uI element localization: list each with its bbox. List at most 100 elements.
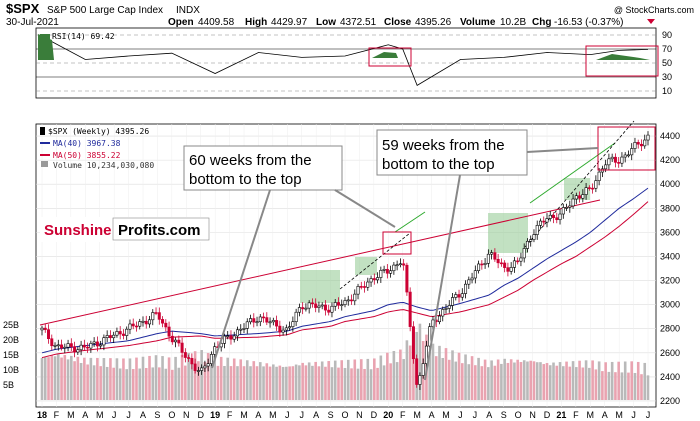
- candle-body: [470, 277, 474, 281]
- x-tick-label: J: [631, 410, 636, 420]
- volume-bar: [174, 356, 177, 400]
- volume-bar: [350, 368, 353, 400]
- volume-bar: [70, 355, 73, 400]
- candle-body: [529, 239, 533, 242]
- x-tick-label: J: [299, 410, 304, 420]
- x-tick-label: J: [473, 410, 478, 420]
- candle-body: [509, 267, 513, 272]
- x-tick-label: M: [67, 410, 75, 420]
- volume-bar: [395, 362, 399, 400]
- annotation-1-line-2: bottom to the top: [189, 171, 302, 188]
- x-tick-label: M: [442, 410, 450, 420]
- candle-body: [437, 315, 441, 323]
- volume-bar: [513, 362, 516, 400]
- candle-body: [376, 277, 380, 281]
- candle-body: [516, 260, 520, 263]
- volume-bar: [157, 367, 161, 400]
- volume-bar: [96, 357, 99, 400]
- candle-body: [63, 346, 67, 349]
- candle-body: [301, 307, 305, 310]
- candle-body: [558, 213, 562, 221]
- ma40-line: [41, 187, 649, 354]
- candle-body: [574, 195, 578, 200]
- candle-body: [626, 154, 630, 157]
- candle-body: [451, 297, 455, 306]
- volume-tick-label: 15B: [3, 350, 19, 360]
- volume-bar: [187, 353, 190, 400]
- volume-bar: [405, 340, 409, 400]
- volume-bar: [389, 363, 392, 400]
- candle-body: [330, 305, 334, 313]
- x-tick-label: M: [615, 410, 623, 420]
- candle-body: [151, 312, 155, 321]
- volume-bar: [118, 368, 122, 400]
- volume-bar: [467, 364, 471, 400]
- volume-bar: [148, 355, 151, 400]
- volume-value: 10.2B: [500, 17, 526, 28]
- rsi-legend-swatch: [40, 34, 50, 41]
- volume-bar: [268, 366, 272, 400]
- candle-body: [154, 312, 158, 314]
- volume-bar: [249, 366, 252, 400]
- price-tick-label: 2400: [660, 372, 680, 382]
- price-legend-swatch: [40, 127, 45, 135]
- candle-body: [92, 341, 96, 344]
- volume-bar: [203, 361, 207, 400]
- x-tick-label: S: [501, 410, 507, 420]
- volume-bar: [529, 360, 533, 400]
- volume-bar: [519, 362, 523, 400]
- volume-legend-swatch: [41, 161, 48, 167]
- volume-bar: [627, 372, 630, 400]
- volume-bar: [581, 367, 585, 400]
- volume-bar: [232, 358, 236, 400]
- candle-body: [411, 326, 415, 360]
- volume-bar: [522, 360, 526, 400]
- volume-tick-label: 10B: [3, 365, 19, 375]
- volume-bar: [301, 362, 304, 400]
- candle-body: [633, 142, 637, 149]
- candle-body: [620, 156, 624, 164]
- volume-bar: [317, 366, 321, 400]
- candle-body: [275, 320, 279, 327]
- volume-bar: [356, 368, 360, 400]
- candle-body: [73, 346, 77, 353]
- candle-body: [170, 335, 174, 343]
- volume-bar: [262, 366, 265, 400]
- volume-bar: [359, 359, 363, 400]
- candle-body: [587, 187, 591, 189]
- volume-bar: [337, 367, 340, 400]
- open-value: 4409.58: [198, 17, 235, 28]
- price-tick-label: 3400: [660, 251, 680, 261]
- exchange: INDX: [176, 5, 200, 16]
- candle-body: [555, 217, 559, 221]
- volume-bar: [555, 365, 559, 400]
- volume-bar: [441, 358, 445, 400]
- x-tick-label: N: [183, 410, 190, 420]
- candle-body: [613, 156, 617, 163]
- top-highlight-box-1: [382, 231, 412, 255]
- candle-body: [206, 363, 210, 367]
- candle-body: [60, 344, 64, 349]
- candle-body: [506, 267, 510, 272]
- candle-body: [99, 344, 103, 347]
- volume-bar: [206, 352, 210, 400]
- x-tick-label: A: [486, 410, 492, 420]
- volume-bar: [275, 366, 278, 400]
- candle-body: [392, 264, 396, 272]
- candle-body: [174, 339, 178, 343]
- x-tick-label: M: [269, 410, 277, 420]
- legend-ma50: MA(50) 3855.22: [53, 151, 121, 160]
- volume-bar: [239, 359, 243, 400]
- rsi-overbought-fill-2: [372, 52, 398, 58]
- candle-body: [183, 352, 187, 358]
- x-tick-label: A: [82, 410, 88, 420]
- candle-body: [294, 311, 298, 323]
- candle-body: [486, 253, 490, 264]
- candle-body: [421, 363, 425, 376]
- volume-bar: [594, 369, 598, 400]
- volume-bar: [571, 361, 575, 400]
- x-tick-label: M: [96, 410, 104, 420]
- close-value: 4395.26: [415, 17, 452, 28]
- candle-body: [538, 220, 542, 226]
- x-tick-label: M: [413, 410, 421, 420]
